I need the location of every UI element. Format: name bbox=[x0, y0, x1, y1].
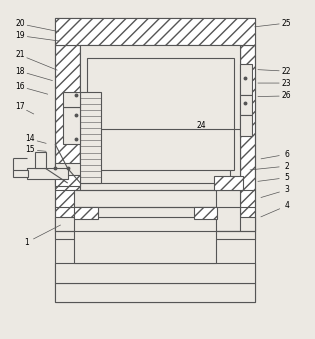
Bar bbox=[55, 45, 80, 231]
Bar bbox=[35, 152, 46, 168]
Text: 23: 23 bbox=[282, 79, 291, 87]
Bar bbox=[55, 231, 255, 239]
Text: 6: 6 bbox=[284, 150, 289, 159]
Bar bbox=[240, 64, 252, 95]
Bar bbox=[194, 207, 217, 219]
Bar bbox=[214, 176, 243, 190]
Text: 22: 22 bbox=[282, 67, 291, 76]
Bar bbox=[55, 163, 230, 183]
Text: 1: 1 bbox=[24, 238, 29, 247]
Bar bbox=[55, 263, 255, 283]
Text: 18: 18 bbox=[15, 67, 25, 76]
Bar bbox=[240, 115, 252, 136]
Bar bbox=[63, 107, 80, 144]
Bar bbox=[55, 283, 255, 302]
Text: 21: 21 bbox=[15, 51, 25, 59]
Bar bbox=[63, 92, 80, 107]
Text: 5: 5 bbox=[284, 173, 289, 182]
Text: 4: 4 bbox=[284, 201, 289, 210]
Bar bbox=[74, 207, 98, 219]
Text: 3: 3 bbox=[284, 185, 289, 194]
Bar bbox=[13, 170, 28, 177]
Bar bbox=[80, 45, 240, 231]
Bar bbox=[27, 168, 68, 179]
Text: 19: 19 bbox=[15, 31, 25, 40]
Text: 24: 24 bbox=[197, 121, 206, 130]
Bar bbox=[80, 92, 101, 183]
Text: 25: 25 bbox=[282, 19, 291, 27]
Bar bbox=[55, 175, 80, 186]
Text: 26: 26 bbox=[282, 92, 291, 100]
Text: 17: 17 bbox=[15, 102, 25, 111]
Bar bbox=[55, 18, 255, 45]
Bar bbox=[240, 45, 255, 231]
Bar bbox=[55, 217, 255, 302]
Text: 2: 2 bbox=[284, 162, 289, 171]
Bar bbox=[74, 190, 216, 207]
Text: 14: 14 bbox=[25, 135, 35, 143]
Text: 20: 20 bbox=[15, 19, 25, 28]
Text: 15: 15 bbox=[25, 145, 35, 154]
Bar bbox=[240, 95, 252, 115]
Bar bbox=[87, 58, 234, 170]
Bar bbox=[74, 217, 216, 263]
Text: 16: 16 bbox=[15, 82, 25, 91]
